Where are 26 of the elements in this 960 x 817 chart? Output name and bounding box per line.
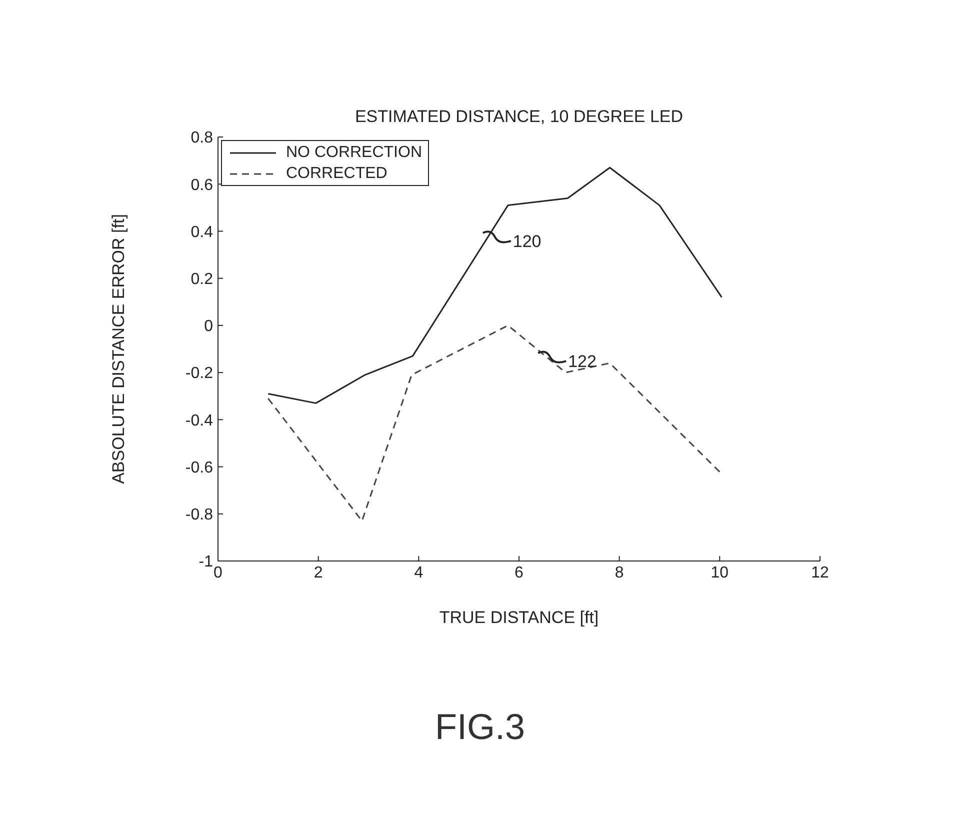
- x-tick-label: 8: [614, 564, 624, 582]
- x-tick-label: 12: [811, 564, 829, 582]
- y-tick-label: -0.8: [185, 506, 214, 524]
- legend-label: NO CORRECTION: [286, 143, 422, 163]
- caption: FIG.3: [434, 706, 526, 748]
- x-tick-label: 6: [514, 564, 524, 582]
- x-tick-label: 4: [414, 564, 424, 582]
- line-series: [267, 324, 722, 522]
- y-tick-label: -1: [198, 554, 214, 571]
- y-tick-label: 0.6: [190, 176, 214, 194]
- y-tick-label: -0.6: [185, 459, 214, 476]
- legend-label: CORRECTED: [286, 164, 388, 184]
- y-tick-label: 0.2: [190, 271, 214, 288]
- annotation: 122: [568, 352, 596, 372]
- x-axis-title: TRUE DISTANCE [ft]: [439, 608, 599, 627]
- y-tick-label: -0.2: [185, 365, 214, 382]
- y-tick-label: 0.8: [190, 130, 214, 147]
- y-tick-label: 0: [204, 318, 214, 336]
- x-tick-label: 10: [710, 564, 729, 582]
- y-tick-label: -0.4: [185, 412, 214, 430]
- annotation: 120: [512, 232, 542, 251]
- y-axis-title: ABSOLUTE DISTANCE ERROR [ft]: [109, 214, 128, 484]
- y-tick-label: 0.4: [190, 224, 214, 241]
- chart-title: ESTIMATED DISTANCE, 10 DEGREE LED: [354, 107, 684, 127]
- x-tick-label: 2: [314, 564, 323, 582]
- line-series: [267, 166, 722, 404]
